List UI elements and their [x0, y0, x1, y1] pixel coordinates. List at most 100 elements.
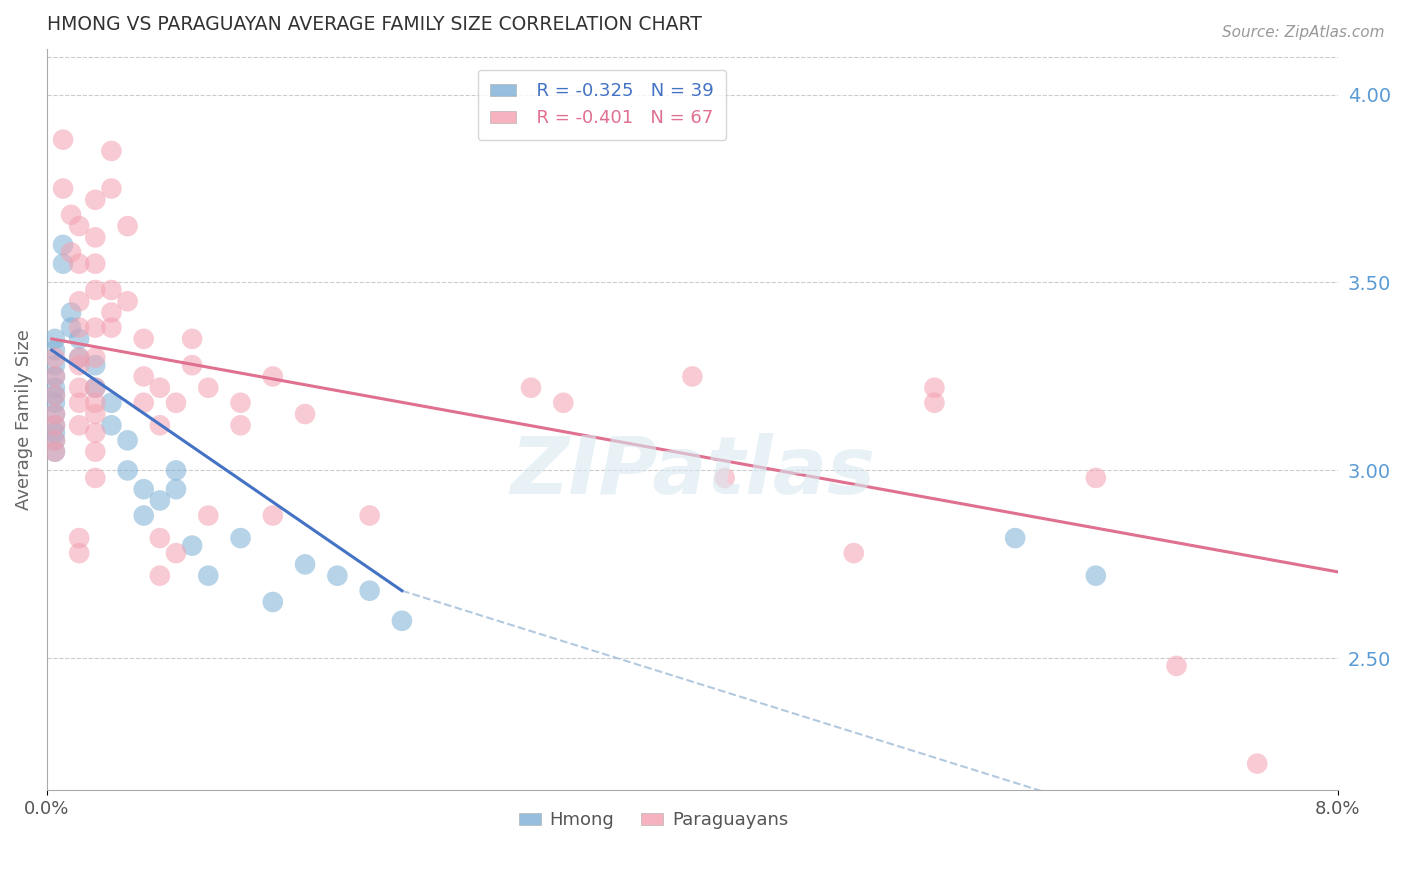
Point: [84, 407, 107, 421]
Point: [165, 546, 187, 560]
Point: [149, 493, 172, 508]
Point: [67, 381, 90, 395]
Point: [681, 369, 703, 384]
Point: [44, 343, 66, 358]
Point: [44, 381, 66, 395]
Point: [44, 434, 66, 448]
Point: [67, 257, 90, 271]
Point: [359, 508, 381, 523]
Point: [84, 230, 107, 244]
Point: [84, 283, 107, 297]
Point: [713, 471, 735, 485]
Point: [1084, 568, 1107, 582]
Point: [117, 434, 139, 448]
Point: [117, 463, 139, 477]
Point: [84, 396, 107, 410]
Point: [60, 305, 83, 319]
Point: [924, 396, 946, 410]
Point: [149, 381, 172, 395]
Point: [44, 444, 66, 458]
Legend: Hmong, Paraguayans: Hmong, Paraguayans: [512, 804, 796, 837]
Point: [165, 463, 187, 477]
Point: [326, 568, 349, 582]
Point: [924, 381, 946, 395]
Point: [84, 425, 107, 440]
Point: [84, 257, 107, 271]
Point: [84, 471, 107, 485]
Text: ZIPatlas: ZIPatlas: [510, 433, 875, 510]
Point: [132, 482, 155, 496]
Text: HMONG VS PARAGUAYAN AVERAGE FAMILY SIZE CORRELATION CHART: HMONG VS PARAGUAYAN AVERAGE FAMILY SIZE …: [46, 15, 702, 34]
Point: [520, 381, 543, 395]
Point: [100, 283, 122, 297]
Point: [132, 396, 155, 410]
Point: [67, 332, 90, 346]
Point: [1004, 531, 1026, 545]
Point: [391, 614, 413, 628]
Point: [52, 181, 75, 195]
Point: [1084, 471, 1107, 485]
Y-axis label: Average Family Size: Average Family Size: [15, 329, 32, 510]
Point: [197, 508, 219, 523]
Point: [117, 294, 139, 309]
Point: [100, 181, 122, 195]
Point: [44, 369, 66, 384]
Point: [553, 396, 575, 410]
Point: [100, 320, 122, 334]
Point: [84, 381, 107, 395]
Point: [84, 444, 107, 458]
Point: [84, 381, 107, 395]
Point: [60, 208, 83, 222]
Point: [262, 508, 284, 523]
Point: [149, 568, 172, 582]
Point: [1246, 756, 1268, 771]
Point: [44, 332, 66, 346]
Point: [181, 539, 204, 553]
Point: [67, 358, 90, 372]
Point: [44, 407, 66, 421]
Point: [294, 558, 316, 572]
Point: [44, 434, 66, 448]
Point: [44, 358, 66, 372]
Point: [44, 369, 66, 384]
Point: [229, 531, 252, 545]
Point: [67, 351, 90, 365]
Point: [67, 294, 90, 309]
Point: [262, 369, 284, 384]
Point: [181, 358, 204, 372]
Point: [52, 257, 75, 271]
Point: [84, 193, 107, 207]
Point: [84, 320, 107, 334]
Point: [44, 444, 66, 458]
Point: [132, 369, 155, 384]
Point: [262, 595, 284, 609]
Point: [132, 508, 155, 523]
Point: [132, 332, 155, 346]
Point: [100, 396, 122, 410]
Point: [149, 418, 172, 433]
Point: [149, 531, 172, 545]
Point: [842, 546, 865, 560]
Point: [67, 219, 90, 233]
Point: [52, 238, 75, 252]
Point: [165, 396, 187, 410]
Point: [197, 568, 219, 582]
Point: [181, 332, 204, 346]
Point: [84, 351, 107, 365]
Point: [67, 546, 90, 560]
Point: [67, 351, 90, 365]
Text: Source: ZipAtlas.com: Source: ZipAtlas.com: [1222, 25, 1385, 40]
Point: [67, 418, 90, 433]
Point: [165, 482, 187, 496]
Point: [117, 219, 139, 233]
Point: [1166, 658, 1188, 673]
Point: [44, 388, 66, 402]
Point: [294, 407, 316, 421]
Point: [52, 133, 75, 147]
Point: [359, 583, 381, 598]
Point: [229, 396, 252, 410]
Point: [44, 418, 66, 433]
Point: [44, 418, 66, 433]
Point: [67, 396, 90, 410]
Point: [44, 351, 66, 365]
